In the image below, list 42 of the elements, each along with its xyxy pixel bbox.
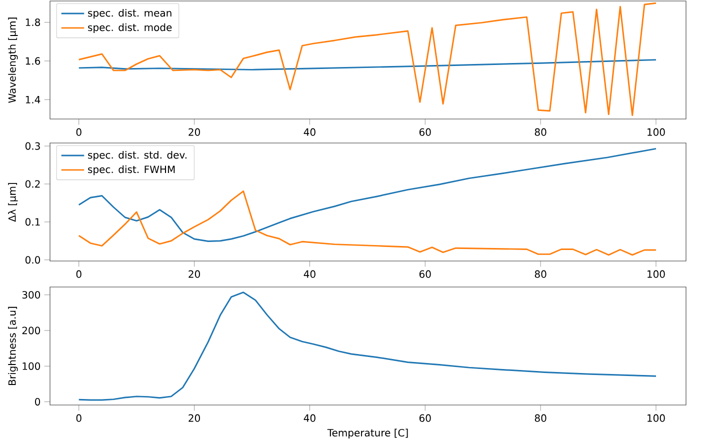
x-tick-label: 80 xyxy=(534,414,546,422)
x-tick-label: 40 xyxy=(304,128,316,136)
x-tick-label: 40 xyxy=(304,414,316,422)
y-axis-title: Δλ [µm] xyxy=(8,182,18,222)
y-tick-label: 1.4 xyxy=(26,96,40,104)
y-tick-label: 1.8 xyxy=(26,18,40,26)
x-tick-label: 100 xyxy=(648,270,665,278)
x-tick-label: 80 xyxy=(534,270,546,278)
x-tick-label: 20 xyxy=(188,414,200,422)
y-tick-label: 0.2 xyxy=(25,180,40,188)
legend-label: spec. dist. mean xyxy=(88,8,172,19)
y-tick-label: 0.0 xyxy=(25,256,40,264)
legend-label: spec. dist. FWHM xyxy=(88,165,175,176)
x-tick-label: 80 xyxy=(534,128,546,136)
x-tick-label: 20 xyxy=(188,128,200,136)
x-tick-label: 100 xyxy=(648,128,665,136)
y-axis-title: Wavelength [µm] xyxy=(8,18,18,103)
line-series xyxy=(78,2,657,116)
x-tick-label: 40 xyxy=(304,270,316,278)
y-tick-label: 0 xyxy=(35,398,40,406)
y-tick-label: 0.1 xyxy=(25,218,40,226)
x-tick-label: 60 xyxy=(419,414,431,422)
y-tick-label: 0.3 xyxy=(25,142,40,150)
x-tick-label: 60 xyxy=(419,128,431,136)
line-series xyxy=(78,59,657,70)
line-series xyxy=(78,292,657,401)
y-tick-label: 1.6 xyxy=(26,57,40,65)
legend-label: spec. dist. mode xyxy=(88,23,172,34)
x-tick-label: 0 xyxy=(76,270,82,278)
y-tick-label: 200 xyxy=(22,326,40,334)
x-tick-label: 100 xyxy=(648,414,665,422)
x-tick-label: 60 xyxy=(419,270,431,278)
y-tick-label: 300 xyxy=(22,291,40,299)
line-series xyxy=(78,148,657,242)
legend-label: spec. dist. std. dev. xyxy=(88,150,186,161)
y-tick-label: 100 xyxy=(22,362,40,370)
x-axis-title: Temperature [C] xyxy=(327,428,408,438)
x-tick-label: 0 xyxy=(76,414,82,422)
line-series xyxy=(78,190,657,256)
x-tick-label: 0 xyxy=(76,128,82,136)
y-axis-title: Brightness [a.u] xyxy=(8,306,18,385)
x-tick-label: 20 xyxy=(188,270,200,278)
